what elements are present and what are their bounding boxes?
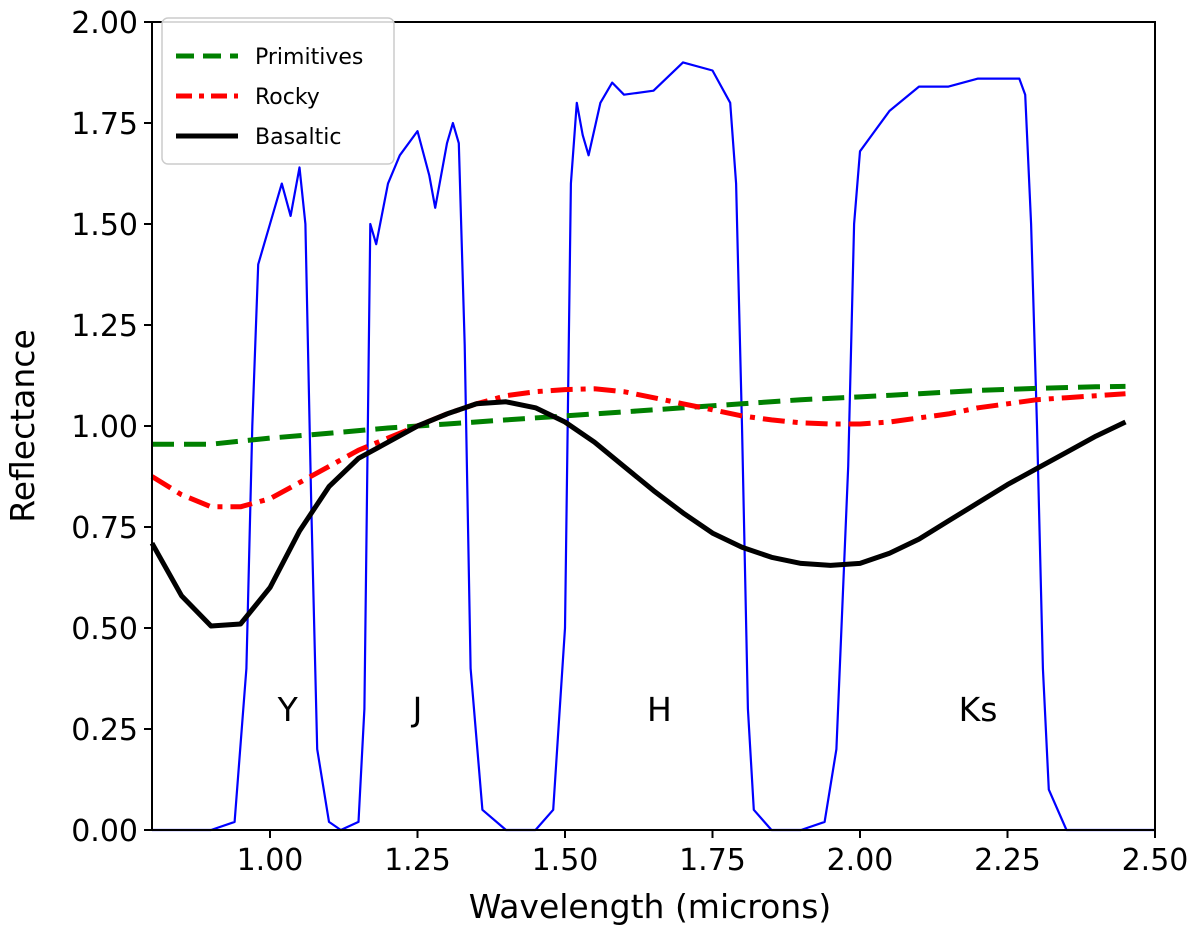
y-tick-label: 1.25 [71,309,138,344]
series-line-basaltic [149,399,1127,629]
y-tick-label: 0.25 [71,713,138,748]
legend-label-rocky: Rocky [255,85,320,110]
series-line-rocky [150,386,1126,510]
x-tick-label: 2.25 [974,843,1041,878]
legend: Primitives Rocky Basaltic [161,17,395,165]
legend-label-basaltic: Basaltic [255,125,341,150]
series-layer [149,61,1155,832]
band-label-y: Y [277,690,299,729]
axes: 1.00 1.25 1.50 1.75 2.00 2.25 2.50 0.00 0.25 0.50… [71,6,1188,878]
x-tick-label: 2.50 [1122,843,1189,878]
x-tick-label: 1.00 [237,843,304,878]
series-line-filter-transmission [152,61,1155,832]
band-labels: Y J H Ks [277,690,998,729]
x-tick-label: 1.75 [679,843,746,878]
y-axis-title: Reflectance [3,329,42,523]
y-tick-label: 2.00 [71,6,138,41]
y-tick-label: 0.75 [71,511,138,546]
y-tick-label: 0.50 [71,612,138,647]
y-tick-label: 1.50 [71,208,138,243]
band-label-ks: Ks [959,690,998,729]
x-tick-label: 1.50 [532,843,599,878]
y-tick-label: 1.75 [71,107,138,142]
x-tick-label: 2.00 [827,843,894,878]
band-label-h: H [647,690,672,729]
band-label-j: J [411,690,423,729]
x-axis-title: Wavelength (microns) [469,887,832,926]
y-tick-label: 1.00 [71,410,138,445]
series-line-primitives [152,383,1126,447]
x-tick-label: 1.25 [384,843,451,878]
legend-label-primitives: Primitives [255,45,363,70]
y-tick-label: 0.00 [71,814,138,849]
